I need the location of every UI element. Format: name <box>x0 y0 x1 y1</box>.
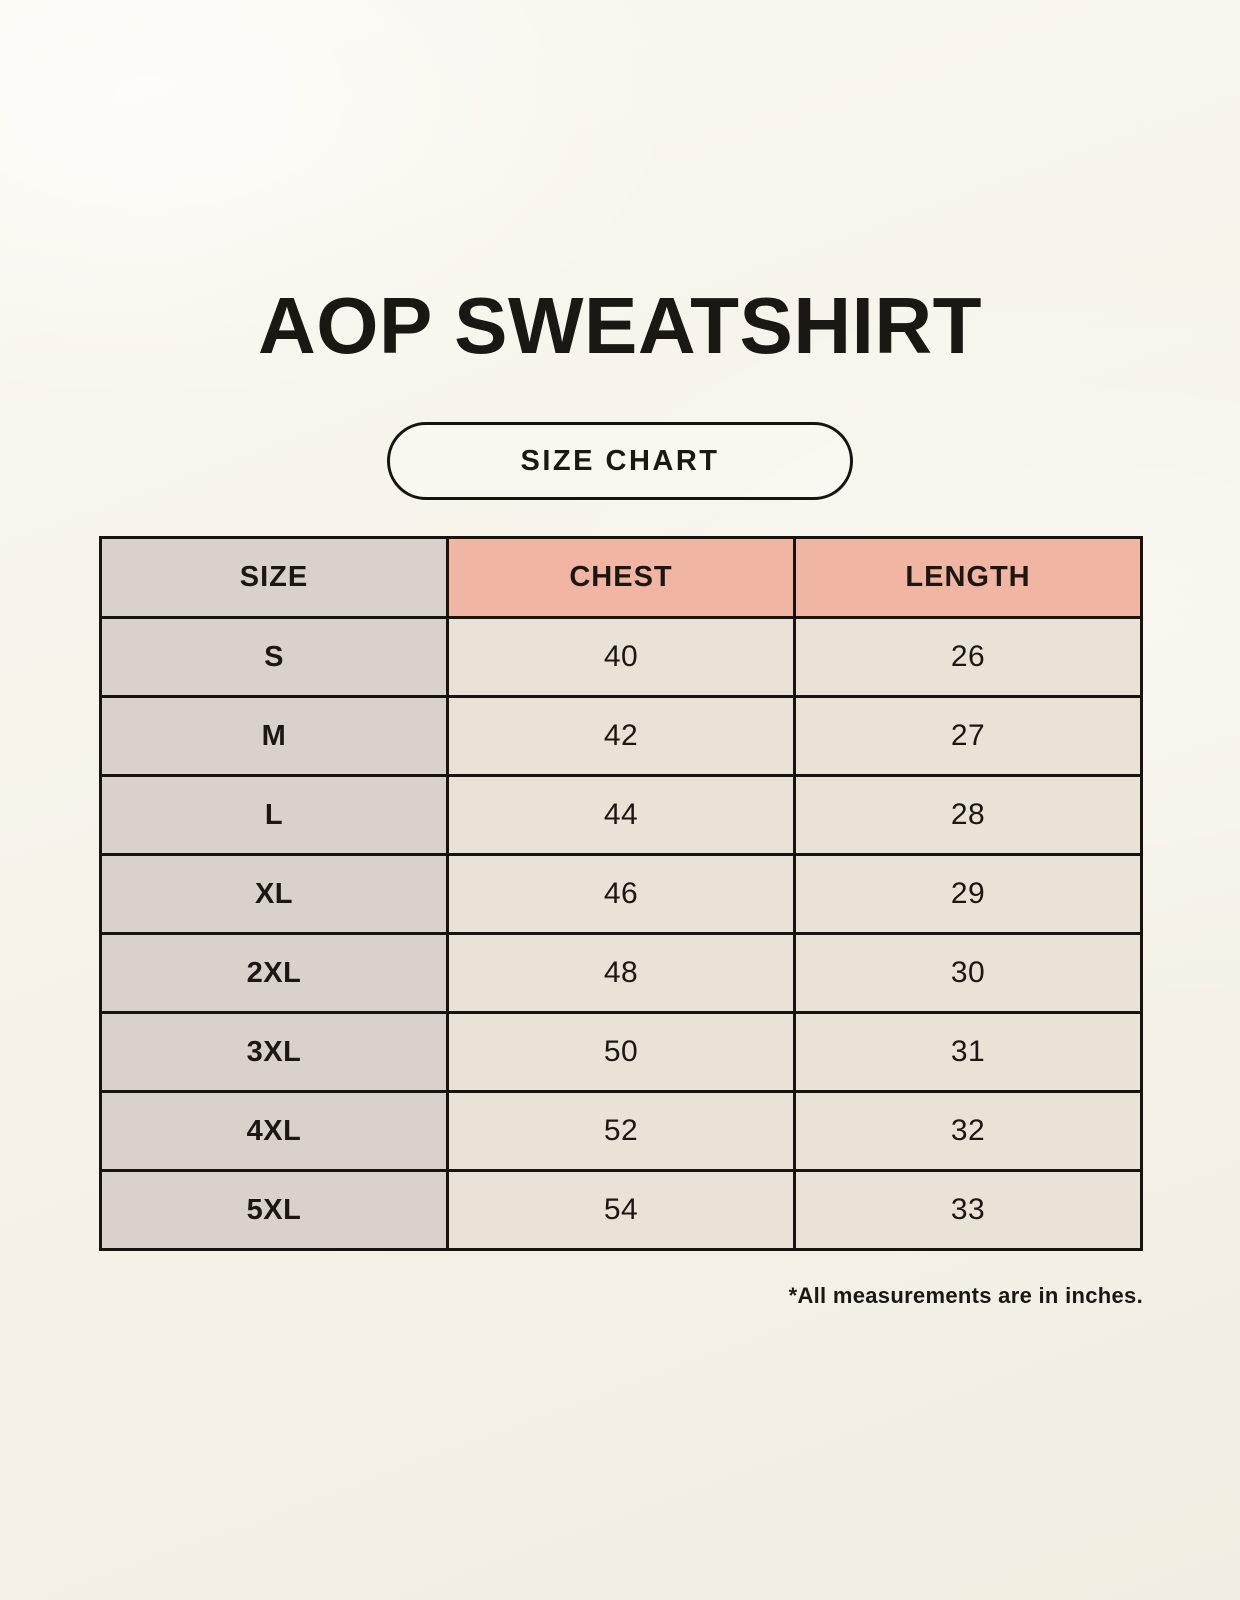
column-header-length: LENGTH <box>793 536 1143 619</box>
size-cell: M <box>99 695 449 777</box>
table-row: 5XL 54 33 <box>99 1169 1143 1251</box>
size-cell: XL <box>99 853 449 935</box>
size-table: SIZE CHEST LENGTH S 40 26 M 42 27 L 44 28 XL 46 29 2… <box>99 536 1143 1251</box>
size-cell: 2XL <box>99 932 449 1014</box>
chest-cell: 52 <box>446 1090 796 1172</box>
chest-cell: 42 <box>446 695 796 777</box>
size-cell: 5XL <box>99 1169 449 1251</box>
header-row: SIZE CHEST LENGTH <box>99 536 1143 619</box>
table-row: 2XL 48 30 <box>99 932 1143 1014</box>
table-row: S 40 26 <box>99 616 1143 698</box>
size-table-header: SIZE CHEST LENGTH <box>99 536 1143 619</box>
chest-cell: 50 <box>446 1011 796 1093</box>
table-row: XL 46 29 <box>99 853 1143 935</box>
size-cell: 4XL <box>99 1090 449 1172</box>
table-row: L 44 28 <box>99 774 1143 856</box>
page-title: AOP SWEATSHIRT <box>257 281 983 370</box>
table-row: 4XL 52 32 <box>99 1090 1143 1172</box>
length-cell: 28 <box>793 774 1143 856</box>
size-chart-badge: SIZE CHART <box>387 422 853 500</box>
chest-cell: 40 <box>446 616 796 698</box>
size-cell: S <box>99 616 449 698</box>
length-cell: 27 <box>793 695 1143 777</box>
table-row: M 42 27 <box>99 695 1143 777</box>
size-cell: L <box>99 774 449 856</box>
length-cell: 33 <box>793 1169 1143 1251</box>
table-row: 3XL 50 31 <box>99 1011 1143 1093</box>
column-header-size: SIZE <box>99 536 449 619</box>
chest-cell: 44 <box>446 774 796 856</box>
chest-cell: 48 <box>446 932 796 1014</box>
length-cell: 26 <box>793 616 1143 698</box>
chest-cell: 46 <box>446 853 796 935</box>
size-table-body: S 40 26 M 42 27 L 44 28 XL 46 29 2XL 48 30 3XL 50 31 4XL 52… <box>99 616 1143 1251</box>
length-cell: 29 <box>793 853 1143 935</box>
length-cell: 32 <box>793 1090 1143 1172</box>
column-header-chest: CHEST <box>446 536 796 619</box>
measurement-note: *All measurements are in inches. <box>788 1283 1143 1308</box>
size-cell: 3XL <box>99 1011 449 1093</box>
chest-cell: 54 <box>446 1169 796 1251</box>
length-cell: 30 <box>793 932 1143 1014</box>
size-chart-badge-label: SIZE CHART <box>520 444 720 477</box>
length-cell: 31 <box>793 1011 1143 1093</box>
